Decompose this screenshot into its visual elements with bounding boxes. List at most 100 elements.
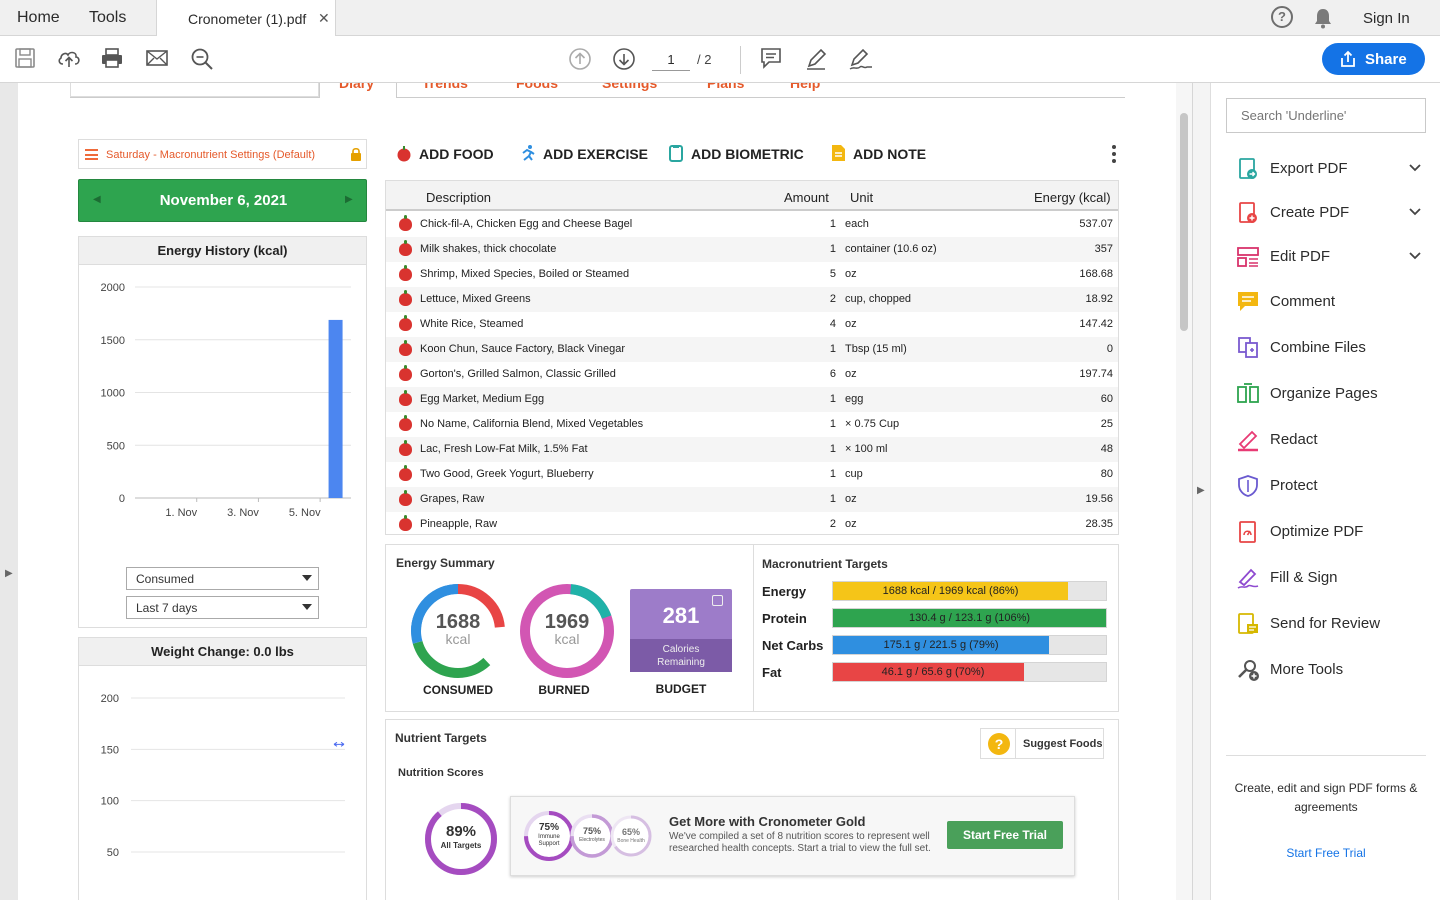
tool-label: Comment bbox=[1270, 293, 1336, 310]
food-unit: container (10.6 oz) bbox=[845, 243, 937, 255]
menu-lines-icon bbox=[85, 149, 98, 160]
table-row: Lac, Fresh Low-Fat Milk, 1.5% Fat 1 × 100 … bbox=[386, 437, 1118, 462]
food-unit: × 0.75 Cup bbox=[845, 418, 900, 430]
page-number-input[interactable]: 1 bbox=[652, 49, 690, 71]
y-tick-label: 150 bbox=[101, 744, 119, 756]
chevron-down-icon[interactable] bbox=[1408, 161, 1422, 175]
tool-send-for-review[interactable]: Send for Review bbox=[1236, 610, 1431, 640]
tools-pane-collapse-strip[interactable]: ▶ bbox=[1193, 83, 1211, 900]
fill-sign-icon bbox=[1237, 568, 1259, 589]
tab-document[interactable]: Cronometer (1).pdf ✕ bbox=[156, 0, 336, 37]
tool-label: Edit PDF bbox=[1270, 248, 1331, 265]
suggest-divider bbox=[1015, 729, 1016, 758]
budget-sub2: Remaining bbox=[657, 657, 705, 668]
table-row: Two Good, Greek Yogurt, Blueberry 1 cup 80 bbox=[386, 462, 1118, 487]
tab-home[interactable]: Home bbox=[17, 9, 60, 26]
apple-icon bbox=[399, 465, 412, 481]
y-tick-label: 100 bbox=[101, 796, 119, 808]
upload-cloud-icon[interactable] bbox=[57, 47, 81, 69]
food-unit: oz bbox=[845, 318, 857, 330]
bone-health-label: Bone Health bbox=[617, 838, 645, 844]
summary-divider bbox=[753, 545, 754, 711]
food-description: Lettuce, Mixed Greens bbox=[420, 293, 531, 305]
pdf-tab-baseline bbox=[70, 97, 1125, 98]
comment-icon[interactable] bbox=[760, 47, 782, 69]
expand-left-panel-icon[interactable]: ▶ bbox=[5, 568, 13, 579]
add-exercise-label: ADD EXERCISE bbox=[543, 146, 649, 162]
tools-search-input[interactable] bbox=[1226, 98, 1426, 133]
tool-create-pdf[interactable]: Create PDF bbox=[1236, 199, 1431, 229]
highlight-pen-icon[interactable] bbox=[804, 47, 828, 71]
table-row: Lettuce, Mixed Greens 2 cup, chopped 18.92 bbox=[386, 287, 1118, 312]
toolbar-divider bbox=[740, 46, 741, 74]
document-tab-title: Cronometer (1).pdf bbox=[188, 11, 307, 27]
table-row: Pineapple, Raw 2 oz 28.35 bbox=[386, 512, 1118, 537]
next-page-icon[interactable] bbox=[612, 47, 636, 71]
previous-page-icon[interactable] bbox=[568, 47, 592, 71]
start-free-trial-link[interactable]: Start Free Trial bbox=[1286, 846, 1366, 860]
tool-protect[interactable]: Protect bbox=[1236, 472, 1431, 502]
immune-label-1: Immune bbox=[538, 834, 560, 840]
tool-optimize-pdf[interactable]: Optimize PDF bbox=[1236, 518, 1431, 548]
tab-tools[interactable]: Tools bbox=[89, 9, 127, 26]
share-icon bbox=[1341, 50, 1355, 67]
food-description: Milk shakes, thick chocolate bbox=[420, 243, 557, 255]
send-review-icon bbox=[1238, 613, 1258, 634]
food-unit: × 100 ml bbox=[845, 443, 888, 455]
select-caret-icon bbox=[302, 575, 312, 581]
food-unit: cup, chopped bbox=[845, 293, 912, 305]
pdf-page: Diary Trends Foods Settings Plans Help S… bbox=[18, 83, 1176, 900]
print-icon[interactable] bbox=[101, 47, 123, 69]
header-energy: Energy (kcal) bbox=[1034, 190, 1111, 205]
redact-icon bbox=[1238, 430, 1258, 452]
food-amount: 4 bbox=[829, 318, 836, 330]
chevron-down-icon[interactable] bbox=[1408, 249, 1422, 263]
optimize-pdf-icon bbox=[1239, 521, 1256, 543]
y-tick-label: 200 bbox=[101, 693, 119, 705]
tool-label: Combine Files bbox=[1270, 339, 1366, 356]
food-energy: 197.74 bbox=[1079, 368, 1113, 380]
chevron-down-icon[interactable] bbox=[1408, 205, 1422, 219]
food-description: Two Good, Greek Yogurt, Blueberry bbox=[420, 468, 594, 480]
food-energy: 537.07 bbox=[1079, 218, 1113, 230]
budget-tile-footer bbox=[630, 639, 732, 672]
tool-more-tools[interactable]: More Tools bbox=[1236, 656, 1431, 686]
food-description: Koon Chun, Sauce Factory, Black Vinegar bbox=[420, 343, 626, 355]
runner-icon bbox=[522, 145, 535, 161]
tools-pane-divider bbox=[1226, 755, 1426, 756]
food-diary-table: Description Amount Unit Energy (kcal) Ch… bbox=[385, 180, 1119, 535]
add-food-label: ADD FOOD bbox=[419, 146, 494, 162]
tool-redact[interactable]: Redact bbox=[1236, 426, 1431, 456]
tool-fill-sign[interactable]: Fill & Sign bbox=[1236, 564, 1431, 594]
zoom-search-icon[interactable] bbox=[190, 47, 214, 71]
edit-pdf-icon bbox=[1237, 247, 1259, 267]
food-amount: 1 bbox=[829, 393, 836, 405]
burned-unit: kcal bbox=[554, 631, 580, 647]
food-energy: 25 bbox=[1100, 418, 1113, 430]
food-amount: 6 bbox=[829, 368, 836, 380]
tool-comment[interactable]: Comment bbox=[1236, 288, 1431, 318]
macro-target-row: Net Carbs 175.1 g / 221.5 g (79%) bbox=[762, 635, 1112, 655]
tool-organize-pages[interactable]: Organize Pages bbox=[1236, 380, 1431, 410]
apple-icon bbox=[399, 515, 412, 531]
y-tick-label: 0 bbox=[119, 493, 125, 505]
help-icon[interactable]: ? bbox=[1271, 6, 1293, 28]
create-pdf-icon bbox=[1239, 202, 1257, 223]
food-unit: oz bbox=[845, 368, 857, 380]
document-scrollbar[interactable] bbox=[1176, 83, 1192, 900]
notifications-bell-icon[interactable] bbox=[1313, 7, 1333, 29]
y-tick-label: 1000 bbox=[101, 388, 125, 400]
sign-in-link[interactable]: Sign In bbox=[1363, 10, 1410, 27]
collapse-pane-icon[interactable]: ▶ bbox=[1197, 485, 1205, 496]
share-button[interactable]: Share bbox=[1322, 43, 1425, 75]
tool-export-pdf[interactable]: Export PDF bbox=[1236, 155, 1431, 185]
email-icon[interactable] bbox=[146, 47, 168, 69]
scrollbar-thumb[interactable] bbox=[1180, 113, 1188, 331]
apple-icon bbox=[397, 146, 411, 162]
tool-combine-files[interactable]: Combine Files bbox=[1236, 334, 1431, 364]
save-icon[interactable] bbox=[14, 47, 36, 69]
food-unit: cup bbox=[845, 468, 863, 480]
tool-edit-pdf[interactable]: Edit PDF bbox=[1236, 243, 1431, 273]
close-tab-icon[interactable]: ✕ bbox=[318, 10, 330, 26]
sign-icon[interactable] bbox=[848, 47, 874, 71]
